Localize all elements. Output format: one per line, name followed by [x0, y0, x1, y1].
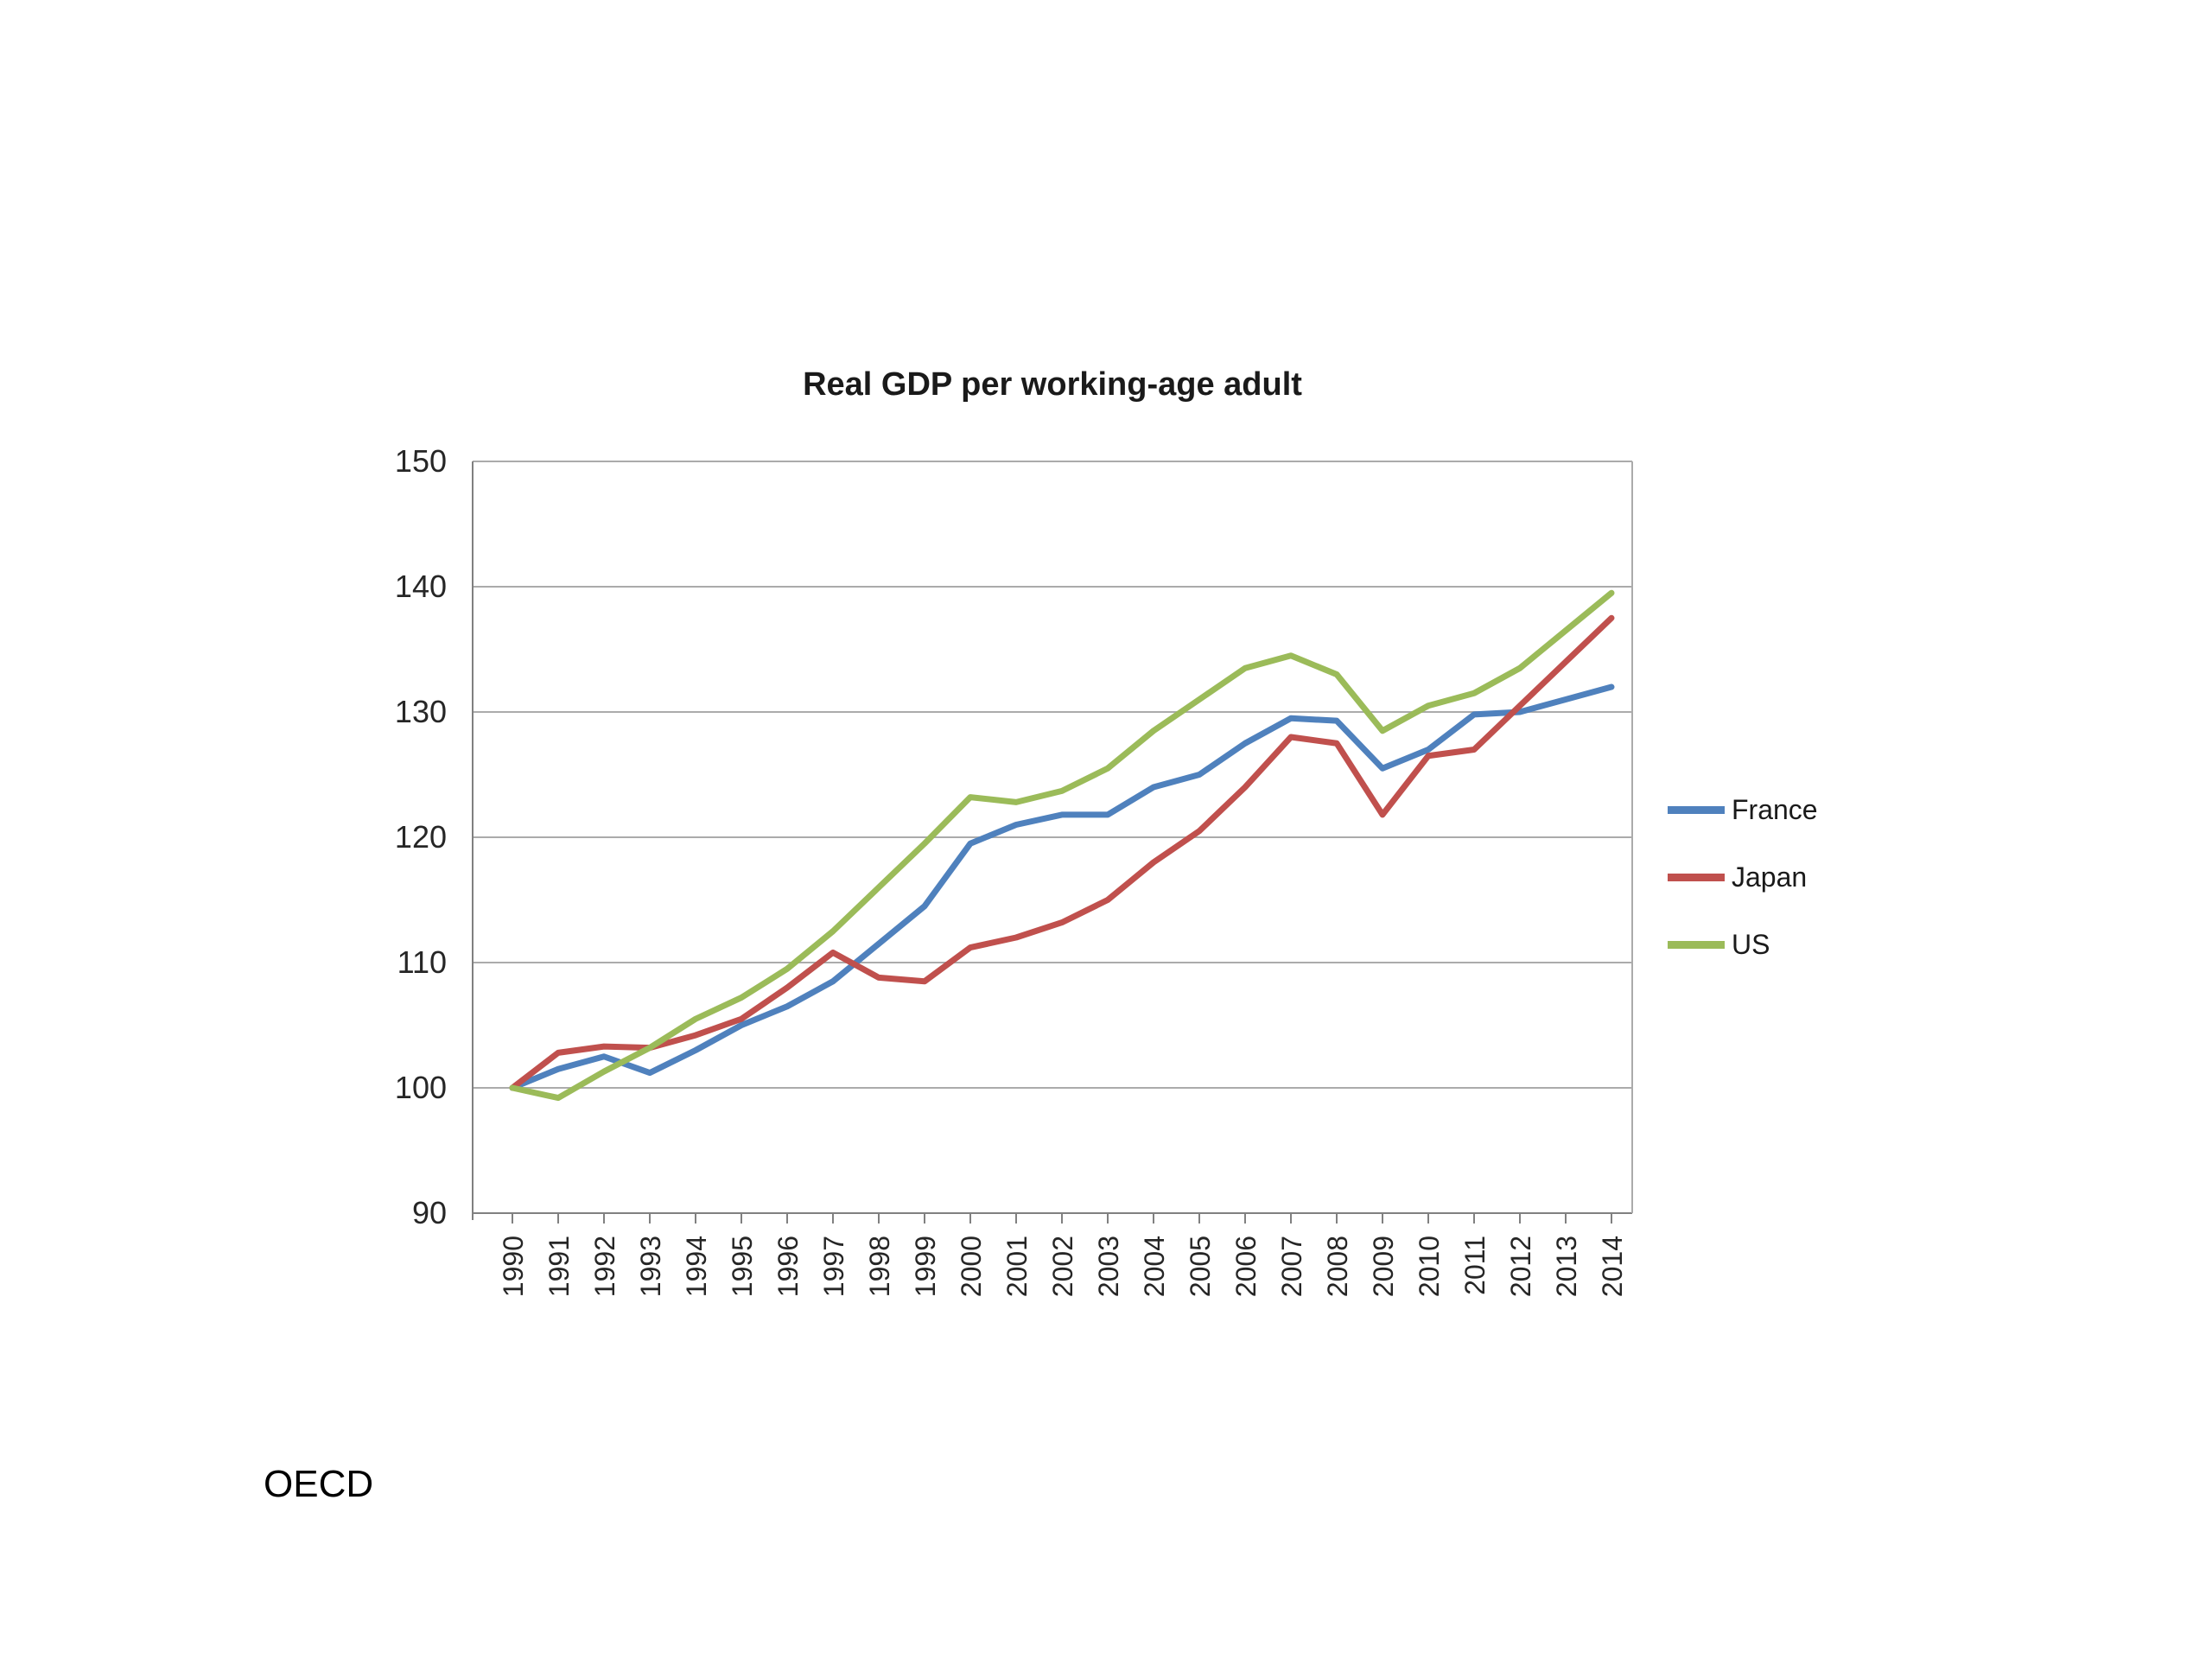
legend-label: France [1732, 793, 1818, 825]
svg-text:2009: 2009 [1368, 1236, 1399, 1297]
svg-text:90: 90 [412, 1195, 447, 1230]
legend-swatch [1668, 873, 1725, 881]
svg-text:2007: 2007 [1276, 1236, 1307, 1297]
svg-text:140: 140 [395, 569, 447, 604]
legend: France Japan US [1668, 793, 1818, 961]
legend-item-france: France [1668, 793, 1818, 826]
legend-label: US [1732, 928, 1770, 960]
legend-label: Japan [1732, 861, 1808, 893]
svg-text:1999: 1999 [910, 1236, 941, 1297]
svg-text:120: 120 [395, 819, 447, 855]
svg-text:2014: 2014 [1597, 1236, 1628, 1297]
svg-text:1997: 1997 [818, 1236, 849, 1297]
legend-swatch [1668, 940, 1725, 949]
svg-text:130: 130 [395, 694, 447, 729]
svg-text:1996: 1996 [772, 1236, 804, 1297]
svg-text:2005: 2005 [1185, 1236, 1216, 1297]
svg-text:100: 100 [395, 1070, 447, 1105]
legend-swatch [1668, 805, 1725, 814]
svg-text:2008: 2008 [1322, 1236, 1353, 1297]
svg-text:1992: 1992 [589, 1236, 620, 1297]
svg-text:2002: 2002 [1047, 1236, 1078, 1297]
svg-text:2006: 2006 [1230, 1236, 1262, 1297]
source-label: OECD [264, 1463, 374, 1505]
chart-title: Real GDP per working-age adult [803, 366, 1302, 403]
svg-text:1994: 1994 [681, 1236, 712, 1297]
svg-text:2013: 2013 [1551, 1236, 1582, 1297]
svg-text:1998: 1998 [864, 1236, 895, 1297]
svg-text:1993: 1993 [635, 1236, 666, 1297]
svg-text:2012: 2012 [1505, 1236, 1536, 1297]
svg-text:1991: 1991 [543, 1236, 575, 1297]
svg-text:2004: 2004 [1139, 1236, 1170, 1297]
legend-item-us: US [1668, 928, 1818, 961]
svg-text:2010: 2010 [1414, 1236, 1445, 1297]
svg-text:150: 150 [395, 443, 447, 479]
svg-text:110: 110 [397, 944, 447, 980]
legend-item-japan: Japan [1668, 861, 1818, 893]
svg-text:1990: 1990 [498, 1236, 529, 1297]
svg-text:2001: 2001 [1001, 1236, 1033, 1297]
svg-text:2003: 2003 [1093, 1236, 1124, 1297]
svg-text:1995: 1995 [727, 1236, 758, 1297]
svg-text:2000: 2000 [956, 1236, 987, 1297]
svg-text:2011: 2011 [1459, 1236, 1491, 1295]
